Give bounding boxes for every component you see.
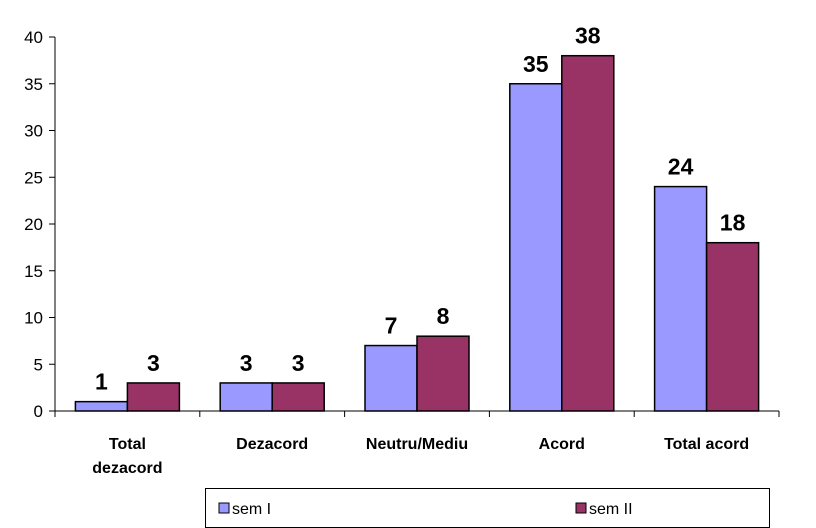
data-label: 8 — [437, 303, 450, 329]
data-label: 24 — [668, 154, 694, 180]
legend: sem I sem II — [205, 488, 770, 528]
x-tick-label: Neutru/Mediu — [366, 436, 468, 453]
data-label: 38 — [575, 23, 601, 49]
legend-label: sem II — [589, 501, 633, 518]
data-label: 18 — [720, 210, 746, 236]
data-labels: 1 3 3 3 7 8 35 38 24 18 — [95, 23, 746, 395]
data-label: 7 — [385, 313, 398, 339]
x-axis: Total dezacord Dezacord Neutru/Mediu Acord To… — [54, 410, 780, 477]
data-label: 3 — [292, 350, 305, 376]
y-tick-label: 35 — [24, 75, 43, 94]
bar-sem-i — [74, 400, 129, 412]
y-tick-label: 0 — [34, 402, 43, 421]
x-tick-label: Dezacord — [236, 436, 308, 453]
y-tick-label: 5 — [34, 355, 43, 374]
y-tick-label: 25 — [24, 168, 43, 187]
bar-sem-i — [653, 185, 708, 412]
legend-box — [205, 488, 770, 528]
y-axis: 0 5 10 15 20 25 30 35 40 — [24, 28, 56, 421]
data-label: 3 — [147, 350, 160, 376]
bar-sem-ii — [416, 335, 470, 412]
bar-sem-i — [364, 344, 418, 412]
legend-swatch — [575, 502, 587, 514]
x-tick-label: Total acord — [664, 436, 749, 453]
bar-sem-i — [219, 382, 273, 412]
y-tick-label: 15 — [24, 262, 43, 281]
x-tick-label: Acord — [539, 436, 585, 453]
data-label: 3 — [240, 350, 253, 376]
y-tick-label: 10 — [24, 309, 43, 328]
x-tick-label: Total dezacord — [92, 436, 162, 477]
legend-swatch — [218, 502, 230, 514]
bar-sem-ii — [126, 382, 181, 412]
bars — [74, 54, 760, 412]
bar-sem-i — [509, 83, 563, 412]
bar-sem-ii — [561, 54, 615, 412]
bar-sem-ii — [705, 241, 760, 412]
data-label: 1 — [95, 369, 108, 395]
y-tick-label: 40 — [24, 28, 43, 47]
legend-label: sem I — [232, 501, 271, 518]
y-tick-label: 30 — [24, 122, 43, 141]
y-tick-label: 20 — [24, 215, 43, 234]
data-label: 35 — [523, 51, 549, 77]
bar-sem-ii — [271, 382, 325, 412]
